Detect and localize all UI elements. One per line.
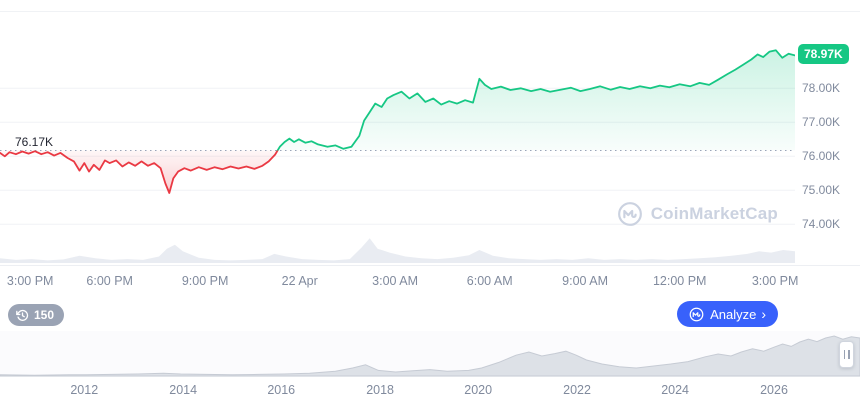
x-axis: 3:00 PM 6:00 PM 9:00 PM 22 Apr 3:00 AM 6:00 A… <box>0 268 798 292</box>
x-axis-label: 9:00 AM <box>562 274 609 288</box>
timeline-navigator[interactable] <box>0 331 860 377</box>
history-count-badge[interactable]: 150 <box>8 304 65 326</box>
year-label: 2024 <box>661 383 689 397</box>
analyze-button[interactable]: Analyze › <box>677 301 778 327</box>
drag-handle-icon <box>843 350 845 359</box>
x-axis-label: 9:00 PM <box>181 274 229 288</box>
year-label: 2016 <box>267 383 296 397</box>
x-axis-label: 3:00 AM <box>372 274 419 288</box>
year-label: 2022 <box>563 383 591 397</box>
history-icon <box>16 309 29 321</box>
navigator-resize-handle[interactable] <box>839 341 854 368</box>
watermark-text: CoinMarketCap <box>650 204 778 223</box>
x-axis-label: 6:00 AM <box>466 274 513 288</box>
y-axis-label: 76.00K <box>802 149 841 164</box>
y-axis-label: 74.00K <box>802 217 841 232</box>
year-label: 2020 <box>464 383 493 397</box>
timeline-navigator-chart[interactable] <box>0 331 860 377</box>
current-price-badge: 78.97K <box>798 44 849 65</box>
volume-area <box>0 238 795 263</box>
x-axis-label: 3:00 PM <box>751 274 799 288</box>
price-chart[interactable] <box>0 0 795 265</box>
price-line-loss <box>0 150 279 194</box>
navigator-area <box>0 335 860 377</box>
price-line-gain <box>34 49 795 151</box>
history-count-label: 150 <box>34 308 55 322</box>
baseline-price-label: 76.17K <box>12 134 57 150</box>
coinmarketcap-logo-icon <box>617 201 643 227</box>
analyze-button-label: Analyze <box>710 306 757 322</box>
year-label: 2018 <box>366 383 395 397</box>
price-area-gain <box>0 50 795 151</box>
x-axis-label: 3:00 PM <box>6 274 54 288</box>
coinmarketcap-watermark: CoinMarketCap <box>617 201 778 227</box>
x-axis-label: 6:00 PM <box>86 274 133 288</box>
year-label: 2012 <box>70 383 99 397</box>
x-axis-label: 12:00 PM <box>652 274 707 288</box>
x-axis-label: 22 Apr <box>281 274 318 288</box>
chevron-right-icon: › <box>761 306 766 322</box>
year-label: 2026 <box>760 383 788 397</box>
y-axis-label: 78.00K <box>802 81 841 96</box>
y-axis-label: 77.00K <box>802 115 841 130</box>
chart-top-gridline <box>0 11 860 12</box>
year-label: 2014 <box>169 383 198 397</box>
navigator-year-axis: 2012 2014 2016 2018 2020 2022 2024 2026 <box>0 381 860 399</box>
x-axis-separator <box>0 265 860 266</box>
y-axis-label: 75.00K <box>802 183 841 198</box>
coinmarketcap-logo-icon <box>689 307 704 322</box>
price-area-loss <box>0 150 795 193</box>
drag-handle-icon <box>848 350 850 359</box>
